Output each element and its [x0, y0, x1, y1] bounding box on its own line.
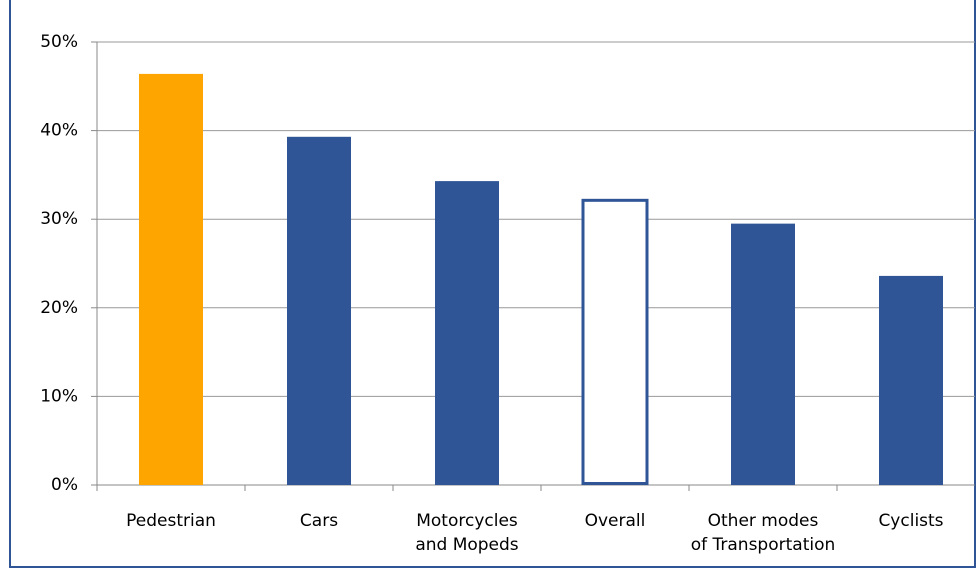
x-tick-label: Pedestrian [126, 511, 216, 531]
y-tick-label: 50% [40, 32, 78, 52]
y-tick-label: 10% [40, 386, 78, 406]
x-tick-label: Motorcycles and Mopeds [415, 511, 519, 555]
y-tick-label: 40% [40, 121, 78, 141]
chart-frame [9, 0, 976, 568]
x-tick-label: Overall [584, 511, 646, 531]
bar [731, 223, 795, 485]
bar [139, 73, 203, 486]
bar [435, 181, 499, 486]
y-tick-label: 30% [40, 209, 78, 229]
y-tick-label: 20% [40, 298, 78, 318]
bar [879, 275, 943, 485]
bar [581, 198, 649, 486]
x-tick-label: Cyclists [878, 511, 944, 531]
x-tick-label: Cars [299, 511, 339, 531]
x-tick-label: Other modes of Transportation [690, 511, 836, 555]
bar [287, 136, 351, 485]
y-tick-label: 0% [51, 475, 78, 495]
